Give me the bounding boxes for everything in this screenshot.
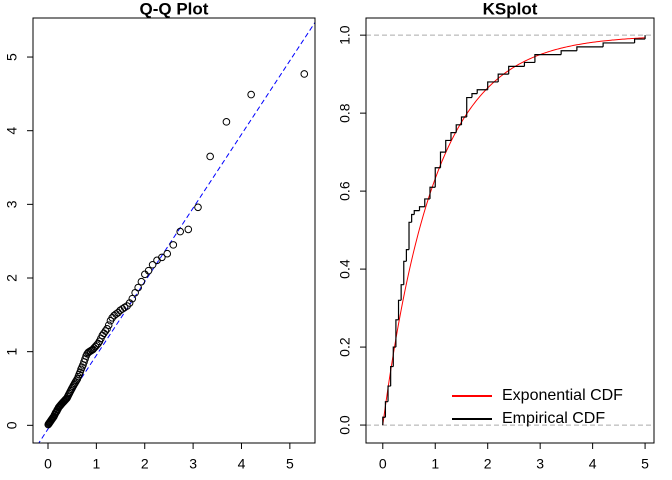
data-point xyxy=(158,253,166,262)
ecdf-step xyxy=(471,93,478,98)
ecdf-step xyxy=(439,151,446,168)
reference-line xyxy=(38,22,315,443)
x-tick-label: 0 xyxy=(379,456,387,472)
ecdf-step xyxy=(424,198,430,207)
x-tick-label: 5 xyxy=(641,456,649,472)
ecdf-step xyxy=(395,319,399,348)
plot-box xyxy=(365,17,655,444)
ecdf-step xyxy=(411,213,415,223)
ecdf-step xyxy=(487,81,499,90)
data-point xyxy=(300,70,309,78)
ecdf-step xyxy=(403,260,407,285)
data-point xyxy=(134,283,142,292)
panel: KSplot 0 1 2 3 4 5 0.0 0.2 0.4 0.6 0.8 1.0 Exponentia… xyxy=(337,0,655,472)
y-tick-label: 5 xyxy=(4,53,20,61)
data-point xyxy=(163,249,172,258)
ecdf-step xyxy=(534,54,562,63)
x-tick-label: 5 xyxy=(286,456,294,472)
ecdf-step xyxy=(466,96,472,118)
chart-title: Q-Q Plot xyxy=(140,0,209,18)
data-point xyxy=(206,152,214,161)
ecdf-step xyxy=(633,38,646,43)
ecdf-step xyxy=(397,299,402,320)
y-tick-label: 1 xyxy=(4,348,20,356)
ecdf-step xyxy=(576,46,604,51)
data-point xyxy=(104,321,113,329)
data-point xyxy=(148,260,157,269)
data-point xyxy=(176,227,185,236)
y-tick-label: 1.0 xyxy=(337,25,353,45)
ecdf-step xyxy=(434,167,441,188)
ecdf-step xyxy=(384,401,389,418)
ecdf-step xyxy=(523,61,535,67)
ecdf-step xyxy=(450,132,457,141)
ecdf-step xyxy=(476,89,488,94)
plot-box xyxy=(32,17,316,444)
ecdf-step xyxy=(405,249,410,262)
x-tick-label: 3 xyxy=(536,456,544,472)
y-tick-label: 0 xyxy=(4,421,20,429)
data-point xyxy=(144,266,153,275)
ecdf-step xyxy=(408,221,412,250)
ecdf-step xyxy=(387,385,391,402)
data-point xyxy=(194,203,202,212)
ecdf-step xyxy=(429,186,436,199)
chart-title: KSplot xyxy=(483,0,538,18)
ecdf-step xyxy=(508,65,525,75)
y-tick-label: 2 xyxy=(4,274,20,282)
data-point xyxy=(114,308,122,317)
x-tick-label: 4 xyxy=(589,456,597,472)
y-tick-label: 0.6 xyxy=(337,181,353,201)
ecdf-step xyxy=(445,139,451,153)
y-tick-label: 4 xyxy=(4,127,20,135)
cdf-curve xyxy=(382,37,646,426)
y-tick-label: 0.2 xyxy=(337,337,353,357)
ecdf-step xyxy=(497,73,509,82)
x-tick-label: 1 xyxy=(431,456,439,472)
ecdf-step xyxy=(455,124,462,133)
legend-label: Empirical CDF xyxy=(502,410,605,427)
data-point xyxy=(137,277,146,286)
x-tick-label: 0 xyxy=(44,456,52,472)
x-tick-label: 1 xyxy=(92,456,100,472)
x-tick-label: 2 xyxy=(484,456,492,472)
data-point xyxy=(141,270,149,279)
ecdf-step xyxy=(400,284,404,301)
y-tick-label: 0.8 xyxy=(337,103,353,123)
y-tick-label: 0.0 xyxy=(337,415,353,435)
ecdf-step xyxy=(460,116,467,125)
plot-area xyxy=(38,22,315,443)
data-point xyxy=(100,329,108,338)
plot-area xyxy=(366,34,654,426)
data-point xyxy=(169,241,178,249)
data-point xyxy=(247,90,255,99)
y-tick-label: 3 xyxy=(4,200,20,208)
ecdf-step xyxy=(413,210,420,215)
ecdf-step xyxy=(392,346,396,367)
data-point xyxy=(103,325,111,333)
ecdf-step xyxy=(382,416,386,426)
x-tick-label: 3 xyxy=(189,456,197,472)
data-point xyxy=(184,225,193,234)
y-tick-label: 0.4 xyxy=(337,259,353,279)
data-point xyxy=(128,294,137,303)
legend-label: Exponential CDF xyxy=(502,387,623,404)
data-point xyxy=(222,118,231,126)
data-point xyxy=(101,327,110,335)
ecdf-step xyxy=(390,365,394,387)
ecdf-step xyxy=(418,206,425,211)
ecdf-step xyxy=(560,50,577,55)
x-tick-label: 4 xyxy=(238,456,246,472)
ecdf-step xyxy=(602,42,635,47)
panel: Q-Q Plot 0 1 2 3 4 5 0 1 2 3 4 5 xyxy=(4,0,316,472)
x-tick-label: 2 xyxy=(141,456,149,472)
